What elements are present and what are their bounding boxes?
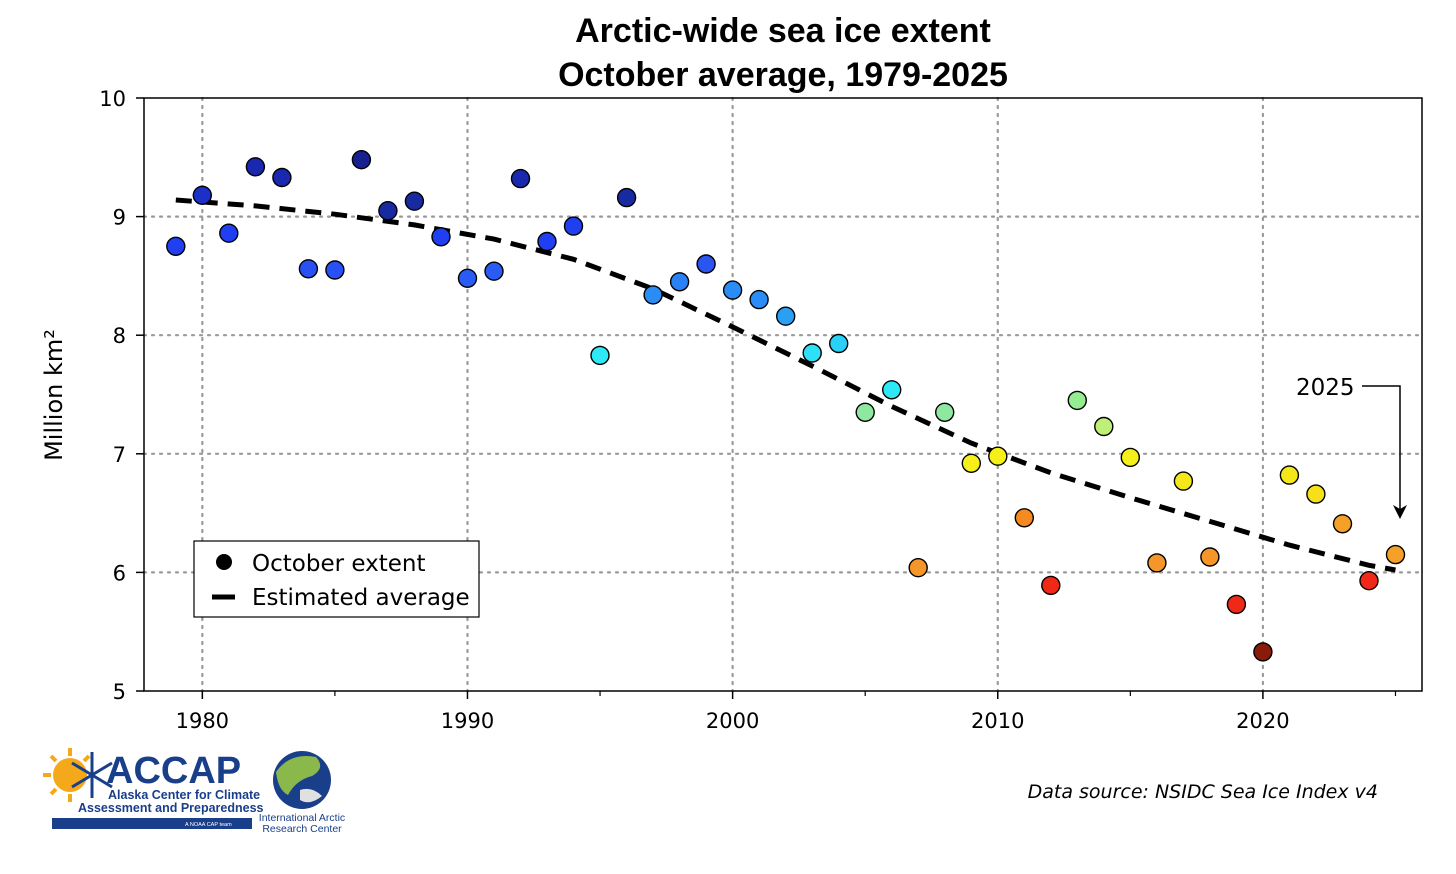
data-point [1226,594,1247,615]
data-point [404,191,425,211]
data-point [1306,484,1326,504]
accap-line2: Assessment and Preparedness [78,801,264,815]
data-point [616,187,637,208]
annotation-label: 2025 [1296,375,1355,401]
globe-icon [273,751,331,809]
data-point [272,167,292,188]
y-tick-label: 6 [113,561,126,585]
data-point [776,306,796,326]
data-point [935,402,955,422]
data-point [1253,642,1273,662]
data-point [192,185,213,206]
data-point [351,149,372,170]
data-point [1120,447,1141,468]
data-point [1094,416,1114,437]
annotation-arrowhead [1393,505,1407,519]
x-tick-label: 1990 [441,709,494,733]
data-point [908,558,928,578]
y-tick-label: 9 [113,206,126,230]
accap-banner [52,818,252,829]
y-tick-label: 8 [113,324,126,348]
data-point [563,216,584,236]
x-tick-label: 1980 [176,709,229,733]
data-point [1067,390,1088,411]
legend-circle-marker [216,554,232,570]
data-point [1041,575,1061,596]
legend-item-october-extent: October extent [252,551,425,577]
data-point [484,261,504,281]
grid [142,96,1424,693]
y-tick-label: 7 [113,443,126,467]
legend-box [193,540,480,618]
data-point [245,157,266,177]
data-points [166,149,1406,662]
legend-item-estimated-average: Estimated average [252,585,470,611]
data-point [855,402,875,422]
data-point [1200,547,1220,567]
data-point [1385,544,1406,565]
data-point [696,254,716,274]
x-tick-label: 2020 [1236,709,1289,733]
annotation-arrow-line [1362,385,1401,510]
chart-title-line2: October average, 1979-2025 [558,56,1008,94]
data-point [457,268,478,288]
data-point [1332,514,1353,534]
x-tick-label: 2000 [706,709,759,733]
data-point [882,380,902,400]
data-point [510,168,531,189]
y-tick-label: 5 [113,680,126,704]
data-point [961,453,981,473]
plot-frame [143,97,1423,692]
y-tick-label: 10 [99,87,126,111]
x-tick-label: 2010 [971,709,1024,733]
chart-title-line1: Arctic-wide sea ice extent [575,12,991,50]
data-point [1279,465,1300,485]
iarc-line2: Research Center [262,823,342,835]
data-point [829,333,849,354]
data-point [669,272,690,292]
data-source-note: Data source: NSIDC Sea Ice Index v4 [1028,781,1378,803]
trend-line [175,197,1396,573]
data-point [988,446,1008,466]
iarc-logo: International Arctic Research Center [259,751,345,835]
data-point [1173,471,1194,491]
legend: October extent Estimated average [193,540,480,618]
iarc-line1: International Arctic [259,812,345,824]
data-point [1359,571,1379,591]
sun-icon [43,748,91,802]
data-point [1147,553,1167,573]
data-point [166,236,186,257]
data-point [378,200,398,221]
data-point [298,259,319,279]
data-point [643,285,663,305]
data-point [219,223,239,243]
accap-line1: Alaska Center for Climate [108,788,260,802]
data-point [537,231,557,252]
data-point [722,280,743,300]
data-point [1014,508,1035,528]
annotation-2025: 2025 [1296,375,1407,519]
data-point [802,343,822,363]
data-point [749,289,769,310]
axis-ticks: 1980 1990 2000 2010 2020 5 6 7 8 9 10 [99,87,1397,733]
data-point [431,227,451,247]
snowflake-icon [71,752,113,798]
accap-tagline: A NOAA CAP team [185,822,232,828]
y-axis-label: Million km² [40,329,68,461]
data-point [590,345,610,366]
accap-logo: ACCAP Alaska Center for Climate Assessme… [43,748,264,829]
accap-title: ACCAP [106,750,241,792]
trend-line-group [175,197,1396,573]
data-point [325,260,345,280]
